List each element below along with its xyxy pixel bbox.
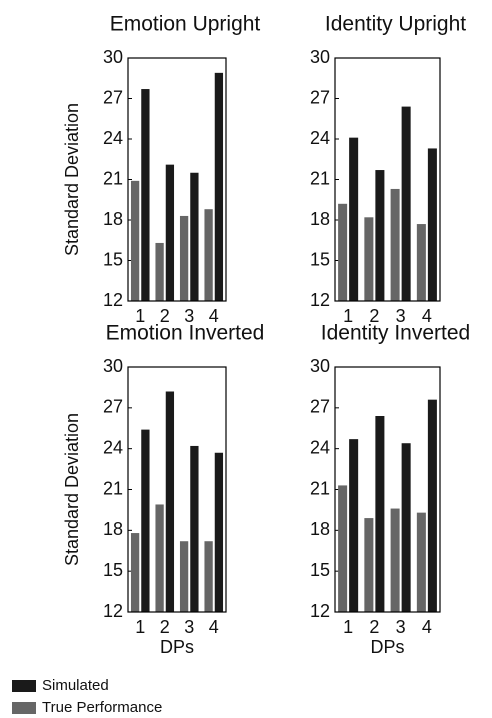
bar xyxy=(349,137,359,301)
x-tick-label: 4 xyxy=(209,306,219,326)
bar xyxy=(179,541,189,612)
y-tick-label: 30 xyxy=(310,356,330,376)
bar xyxy=(155,504,164,612)
y-tick-label: 18 xyxy=(103,519,123,539)
y-tick-label: 15 xyxy=(103,249,123,269)
x-tick-label: 4 xyxy=(422,617,432,637)
y-tick-label: 30 xyxy=(103,356,123,376)
bar xyxy=(214,452,224,612)
y-tick-label: 30 xyxy=(103,47,123,67)
bar xyxy=(427,148,437,301)
bar xyxy=(375,416,385,612)
x-tick-label: 3 xyxy=(184,306,194,326)
x-axis-label: DPs xyxy=(370,637,404,657)
y-tick-label: 12 xyxy=(103,601,123,621)
bar xyxy=(349,439,359,612)
plot-frame xyxy=(334,366,441,613)
bar xyxy=(364,518,374,612)
x-tick-label: 2 xyxy=(160,306,170,326)
y-tick-label: 21 xyxy=(103,168,123,188)
bar xyxy=(401,106,411,301)
bar xyxy=(165,391,175,612)
y-axis-label: Standard Deviation xyxy=(62,413,82,566)
x-tick-label: 3 xyxy=(184,617,194,637)
y-tick-label: 21 xyxy=(310,478,330,498)
bar xyxy=(375,170,385,301)
bar xyxy=(214,72,224,301)
bar xyxy=(364,217,374,301)
bar xyxy=(338,203,348,301)
chart-title: Emotion Upright xyxy=(110,13,261,36)
x-tick-label: 4 xyxy=(209,617,219,637)
x-tick-label: 4 xyxy=(422,306,432,326)
bar xyxy=(190,445,199,612)
y-tick-label: 30 xyxy=(310,47,330,67)
chart-title: Identity Upright xyxy=(325,13,466,36)
y-tick-label: 21 xyxy=(103,478,123,498)
legend-label: Simulated xyxy=(42,677,109,694)
bar xyxy=(190,172,199,301)
legend-swatch xyxy=(12,702,36,714)
bar xyxy=(155,242,164,301)
x-tick-label: 1 xyxy=(135,617,145,637)
y-tick-label: 18 xyxy=(310,209,330,229)
x-tick-label: 1 xyxy=(343,617,353,637)
x-tick-label: 2 xyxy=(160,617,170,637)
y-tick-label: 15 xyxy=(310,249,330,269)
x-tick-label: 3 xyxy=(396,306,406,326)
x-tick-label: 3 xyxy=(396,617,406,637)
y-tick-label: 12 xyxy=(310,290,330,310)
y-tick-label: 27 xyxy=(103,87,123,107)
bar xyxy=(204,209,213,301)
y-tick-label: 12 xyxy=(310,601,330,621)
chart-title: Emotion Inverted xyxy=(106,322,265,345)
x-tick-label: 1 xyxy=(343,306,353,326)
x-tick-label: 2 xyxy=(369,617,379,637)
plot-frame xyxy=(127,57,227,302)
y-axis-label: Standard Deviation xyxy=(62,103,82,256)
y-tick-label: 27 xyxy=(310,87,330,107)
y-tick-label: 18 xyxy=(103,209,123,229)
bar xyxy=(416,512,426,612)
x-tick-label: 1 xyxy=(135,306,145,326)
bar xyxy=(141,429,150,612)
bar xyxy=(130,533,140,612)
plot-frame xyxy=(127,366,227,613)
bar xyxy=(401,443,411,612)
x-axis-label: DPs xyxy=(160,637,194,657)
bar xyxy=(390,508,400,612)
bar xyxy=(390,188,400,301)
bar xyxy=(165,164,175,301)
plot-frame xyxy=(334,57,441,302)
x-tick-label: 2 xyxy=(369,306,379,326)
y-tick-label: 21 xyxy=(310,168,330,188)
bar xyxy=(416,224,426,301)
y-tick-label: 27 xyxy=(310,397,330,417)
bar xyxy=(427,399,437,612)
y-tick-label: 15 xyxy=(103,560,123,580)
bar xyxy=(204,541,213,612)
y-tick-label: 24 xyxy=(310,437,330,457)
legend-label: True Performance xyxy=(42,699,162,716)
bar xyxy=(141,89,150,301)
y-tick-label: 24 xyxy=(310,128,330,148)
y-tick-label: 18 xyxy=(310,519,330,539)
bar xyxy=(179,215,189,301)
y-tick-label: 15 xyxy=(310,560,330,580)
legend-swatch xyxy=(12,680,36,692)
chart-title: Identity Inverted xyxy=(321,322,470,345)
bar xyxy=(130,180,140,301)
y-tick-label: 12 xyxy=(103,290,123,310)
bar xyxy=(338,485,348,612)
y-tick-label: 27 xyxy=(103,397,123,417)
y-tick-label: 24 xyxy=(103,437,123,457)
y-tick-label: 24 xyxy=(103,128,123,148)
